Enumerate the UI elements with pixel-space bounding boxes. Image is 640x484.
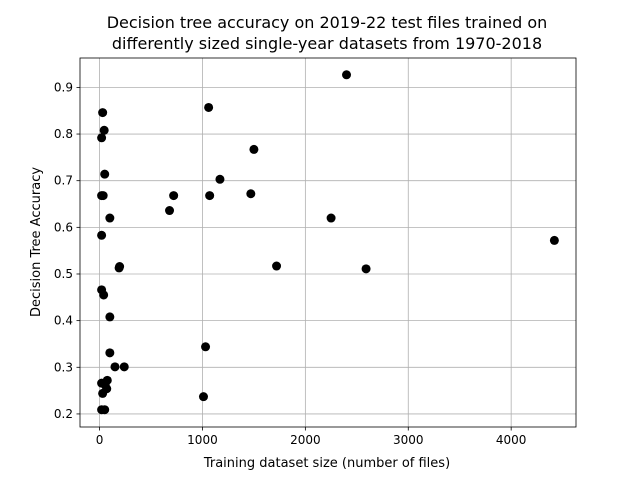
data-point (98, 108, 108, 118)
x-axis-label: Training dataset size (number of files) (203, 456, 450, 471)
data-point (98, 191, 108, 201)
data-point (205, 191, 215, 201)
y-axis-label: Decision Tree Accuracy (29, 167, 44, 317)
data-point (100, 405, 110, 415)
y-tick-label: 0.5 (54, 267, 73, 281)
data-point (198, 392, 208, 402)
plot-frame (79, 57, 577, 428)
data-point (272, 261, 282, 271)
y-tick-label: 0.6 (54, 220, 73, 234)
y-tick-label: 0.8 (54, 127, 73, 141)
data-point (215, 174, 225, 184)
x-tick-label: 4000 (496, 433, 527, 447)
data-point (326, 213, 336, 223)
data-point (99, 290, 109, 300)
data-points (97, 70, 559, 415)
x-tick-label: 0 (96, 433, 104, 447)
y-tick-label: 0.2 (54, 407, 73, 421)
data-point (105, 348, 115, 358)
y-tick-label: 0.9 (54, 80, 73, 94)
data-point (169, 191, 179, 201)
chart-title-line-2: differently sized single-year datasets f… (112, 34, 542, 53)
data-point (201, 342, 211, 352)
data-point (100, 169, 110, 179)
data-point (361, 264, 371, 274)
data-point (119, 362, 129, 372)
data-point (99, 125, 109, 135)
y-tick-label: 0.4 (54, 314, 73, 328)
x-tick-label: 2000 (290, 433, 321, 447)
data-point (105, 312, 115, 322)
y-tick-label: 0.3 (54, 360, 73, 374)
data-point (165, 206, 175, 216)
y-tick-label: 0.7 (54, 174, 73, 188)
data-point (114, 263, 124, 273)
data-point (249, 144, 259, 154)
data-point (97, 133, 107, 143)
data-point (97, 230, 107, 240)
data-point (342, 70, 352, 80)
x-tick-label: 3000 (393, 433, 424, 447)
data-point (105, 213, 115, 223)
grid-lines (80, 58, 576, 427)
data-point (246, 189, 256, 199)
axis-ticks: 0 1000 2000 3000 4000 0.2 0.3 0.4 0.5 0.6 0.7 0.8 0.… (54, 80, 527, 447)
chart-title-line-1: Decision tree accuracy on 2019-22 test f… (107, 13, 548, 32)
data-point (204, 102, 214, 112)
x-tick-label: 1000 (187, 433, 218, 447)
data-point (549, 235, 559, 245)
data-point (110, 362, 120, 372)
data-point (98, 388, 108, 398)
